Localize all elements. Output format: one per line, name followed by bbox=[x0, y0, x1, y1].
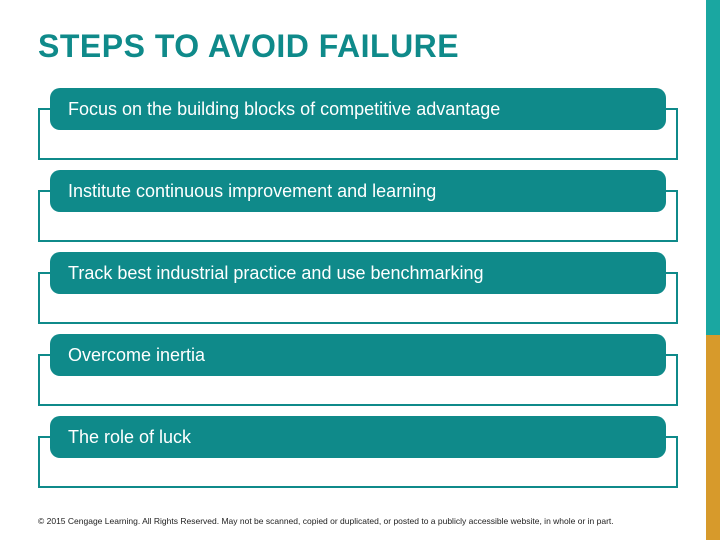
step-pill: Focus on the building blocks of competit… bbox=[50, 88, 666, 130]
step-label: Overcome inertia bbox=[68, 345, 205, 366]
page-title: STEPS TO AVOID FAILURE bbox=[38, 28, 459, 65]
step-pill: The role of luck bbox=[50, 416, 666, 458]
step-pill: Track best industrial practice and use b… bbox=[50, 252, 666, 294]
step-label: Track best industrial practice and use b… bbox=[68, 263, 484, 284]
step-item: The role of luck bbox=[38, 416, 678, 488]
footer-copyright: © 2015 Cengage Learning. All Rights Rese… bbox=[38, 516, 678, 526]
right-accent-bar bbox=[706, 0, 720, 540]
step-label: Focus on the building blocks of competit… bbox=[68, 99, 500, 120]
step-item: Focus on the building blocks of competit… bbox=[38, 88, 678, 160]
steps-list: Focus on the building blocks of competit… bbox=[38, 88, 678, 498]
step-pill: Institute continuous improvement and lea… bbox=[50, 170, 666, 212]
step-item: Institute continuous improvement and lea… bbox=[38, 170, 678, 242]
step-pill: Overcome inertia bbox=[50, 334, 666, 376]
step-item: Overcome inertia bbox=[38, 334, 678, 406]
step-label: The role of luck bbox=[68, 427, 191, 448]
accent-top bbox=[706, 0, 720, 335]
accent-bottom bbox=[706, 335, 720, 540]
step-label: Institute continuous improvement and lea… bbox=[68, 181, 436, 202]
step-item: Track best industrial practice and use b… bbox=[38, 252, 678, 324]
